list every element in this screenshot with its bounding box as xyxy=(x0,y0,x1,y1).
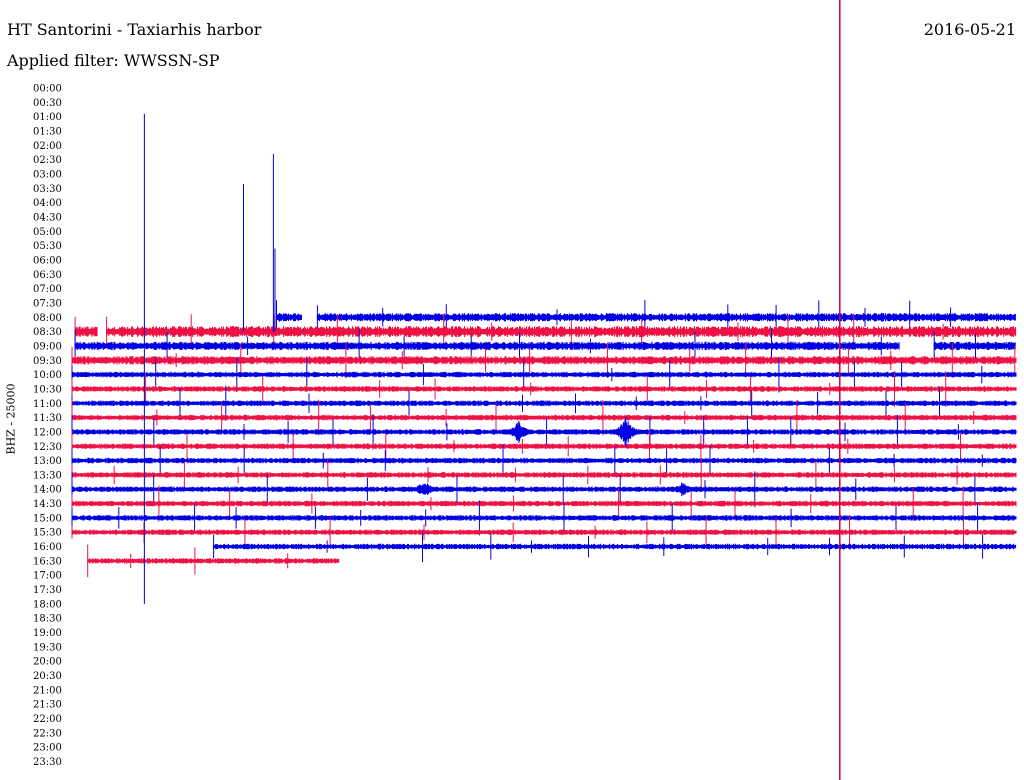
y-tick-label: 03:30 xyxy=(33,184,62,195)
y-tick-label: 13:30 xyxy=(33,470,62,481)
y-tick-label: 23:00 xyxy=(33,743,62,754)
seismic-event xyxy=(666,482,699,497)
y-tick-label: 16:30 xyxy=(33,556,62,567)
seismic-trace xyxy=(71,371,1017,378)
y-tick-label: 11:30 xyxy=(33,413,62,424)
y-tick-label: 20:00 xyxy=(33,657,62,668)
y-tick-label: 14:00 xyxy=(33,485,62,496)
y-tick-label: 04:00 xyxy=(33,198,62,209)
seismic-trace xyxy=(71,514,1017,521)
y-tick-label: 13:00 xyxy=(33,456,62,467)
seismic-trace xyxy=(71,400,1017,407)
y-tick-label: 05:30 xyxy=(33,241,62,252)
y-tick-label: 11:00 xyxy=(33,399,62,410)
y-tick-label: 01:30 xyxy=(33,126,62,137)
y-tick-label: 21:00 xyxy=(33,685,62,696)
y-tick-label: 17:30 xyxy=(33,585,62,596)
y-tick-label: 09:00 xyxy=(33,341,62,352)
seismic-trace xyxy=(87,557,340,564)
seismic-trace xyxy=(933,341,1016,351)
y-tick-label: 02:30 xyxy=(33,155,62,166)
y-tick-label: 16:00 xyxy=(33,542,62,553)
date-label: 2016-05-21 xyxy=(923,20,1016,39)
y-tick-label: 00:30 xyxy=(33,98,62,109)
y-tick-label: 15:30 xyxy=(33,528,62,539)
seismic-trace xyxy=(71,486,1017,493)
seismic-trace xyxy=(71,428,1017,435)
seismic-trace xyxy=(213,543,1017,550)
seismic-trace xyxy=(74,326,98,337)
station-title: HT Santorini - Taxiarhis harbor xyxy=(7,20,262,39)
y-tick-label: 05:00 xyxy=(33,227,62,238)
seismic-trace xyxy=(276,313,302,322)
seismic-trace xyxy=(71,457,1017,464)
seismic-trace xyxy=(316,313,1016,322)
y-tick-label: 14:30 xyxy=(33,499,62,510)
y-tick-label: 09:30 xyxy=(33,356,62,367)
seismic-trace xyxy=(71,385,1017,392)
y-tick-label: 15:00 xyxy=(33,513,62,524)
y-tick-label: 18:00 xyxy=(33,599,62,610)
seismic-trace xyxy=(71,443,1017,450)
y-tick-label: 22:30 xyxy=(33,728,62,739)
filter-label: Applied filter: WWSSN-SP xyxy=(7,51,220,70)
y-tick-label: 06:30 xyxy=(33,270,62,281)
y-tick-label: 21:30 xyxy=(33,700,62,711)
y-tick-label: 07:00 xyxy=(33,284,62,295)
seismic-trace xyxy=(71,529,1017,536)
y-tick-label: 03:00 xyxy=(33,169,62,180)
y-tick-label: 22:00 xyxy=(33,714,62,725)
y-tick-label: 10:00 xyxy=(33,370,62,381)
y-tick-label: 19:30 xyxy=(33,642,62,653)
y-tick-label: 07:30 xyxy=(33,298,62,309)
y-tick-label: 06:00 xyxy=(33,255,62,266)
seismic-event xyxy=(502,420,536,444)
seismic-trace xyxy=(71,414,1017,421)
y-tick-label: 10:30 xyxy=(33,384,62,395)
seismic-event xyxy=(609,416,643,448)
seismic-trace xyxy=(71,471,1017,478)
y-tick-label: 12:30 xyxy=(33,442,62,453)
y-tick-label: 04:30 xyxy=(33,212,62,223)
seismic-trace xyxy=(71,500,1017,507)
y-tick-label: 17:00 xyxy=(33,571,62,582)
y-tick-label: 08:00 xyxy=(33,313,62,324)
y-tick-label: 01:00 xyxy=(33,112,62,123)
y-tick-label: 00:00 xyxy=(33,84,62,95)
y-tick-label: 20:30 xyxy=(33,671,62,682)
y-tick-label: 08:30 xyxy=(33,327,62,338)
y-tick-label: 18:30 xyxy=(33,614,62,625)
seismic-trace xyxy=(74,341,900,351)
y-tick-label: 02:00 xyxy=(33,141,62,152)
seismic-event xyxy=(407,483,441,496)
y-tick-label: 12:00 xyxy=(33,427,62,438)
seismic-trace xyxy=(71,356,1017,365)
seismic-trace xyxy=(106,325,1017,338)
y-tick-label: 19:00 xyxy=(33,628,62,639)
y-tick-label: 23:30 xyxy=(33,757,62,768)
